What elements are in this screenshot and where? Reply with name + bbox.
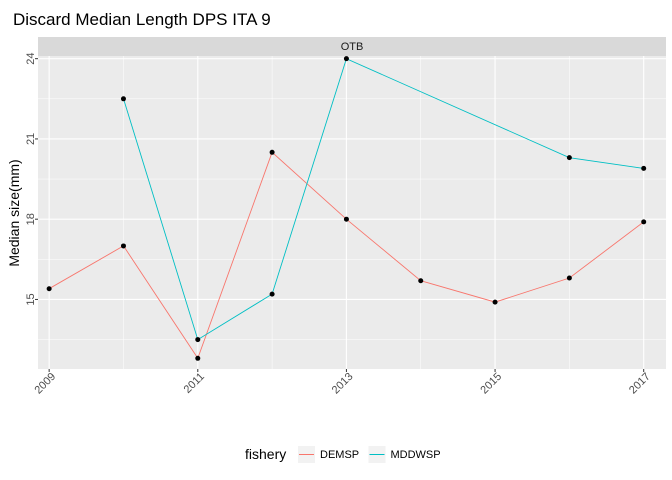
data-point-mddwsp bbox=[343, 56, 349, 62]
chart-title: Discard Median Length DPS ITA 9 bbox=[13, 10, 271, 29]
data-point-demsp bbox=[566, 275, 572, 281]
x-tick-label: 2013 bbox=[330, 371, 356, 397]
data-point-demsp bbox=[269, 149, 275, 155]
data-point-demsp bbox=[641, 219, 647, 225]
x-tick-label: 2009 bbox=[32, 371, 58, 397]
data-point-mddwsp bbox=[566, 155, 572, 161]
data-point-mddwsp bbox=[120, 96, 126, 102]
data-point-demsp bbox=[418, 278, 424, 284]
y-tick-label: 21 bbox=[25, 133, 37, 145]
data-point-demsp bbox=[120, 243, 126, 249]
series-line-mddwsp bbox=[123, 58, 644, 341]
x-axis: 2009 2011 2013 2015 2017 bbox=[32, 369, 653, 397]
y-tick-label: 15 bbox=[25, 293, 37, 305]
data-point-mddwsp bbox=[195, 337, 201, 343]
y-tick-label: 18 bbox=[25, 213, 37, 225]
y-axis-title: Median size(mm) bbox=[6, 159, 22, 266]
data-point-demsp bbox=[46, 286, 52, 292]
data-point-demsp bbox=[492, 299, 498, 305]
x-tick-label: 2017 bbox=[627, 371, 653, 397]
data-points bbox=[46, 56, 647, 361]
data-point-demsp bbox=[343, 216, 349, 222]
legend-title: fishery bbox=[245, 446, 286, 462]
data-point-demsp bbox=[195, 355, 201, 361]
plot-panel bbox=[38, 56, 666, 369]
data-point-mddwsp bbox=[269, 291, 275, 297]
x-tick-label: 2011 bbox=[182, 371, 207, 396]
y-axis: 15 18 21 24 bbox=[25, 53, 38, 306]
facet-strip bbox=[38, 37, 666, 56]
facet-label: OTB bbox=[341, 41, 364, 53]
x-tick-label: 2015 bbox=[478, 371, 504, 397]
y-tick-label: 24 bbox=[25, 53, 37, 65]
legend-label-demsp: DEMSP bbox=[320, 449, 359, 461]
legend: fishery DEMSP MDDWSP bbox=[245, 446, 441, 463]
grid-lines bbox=[38, 56, 666, 369]
legend-label-mddwsp: MDDWSP bbox=[391, 449, 441, 461]
data-point-mddwsp bbox=[641, 165, 647, 171]
